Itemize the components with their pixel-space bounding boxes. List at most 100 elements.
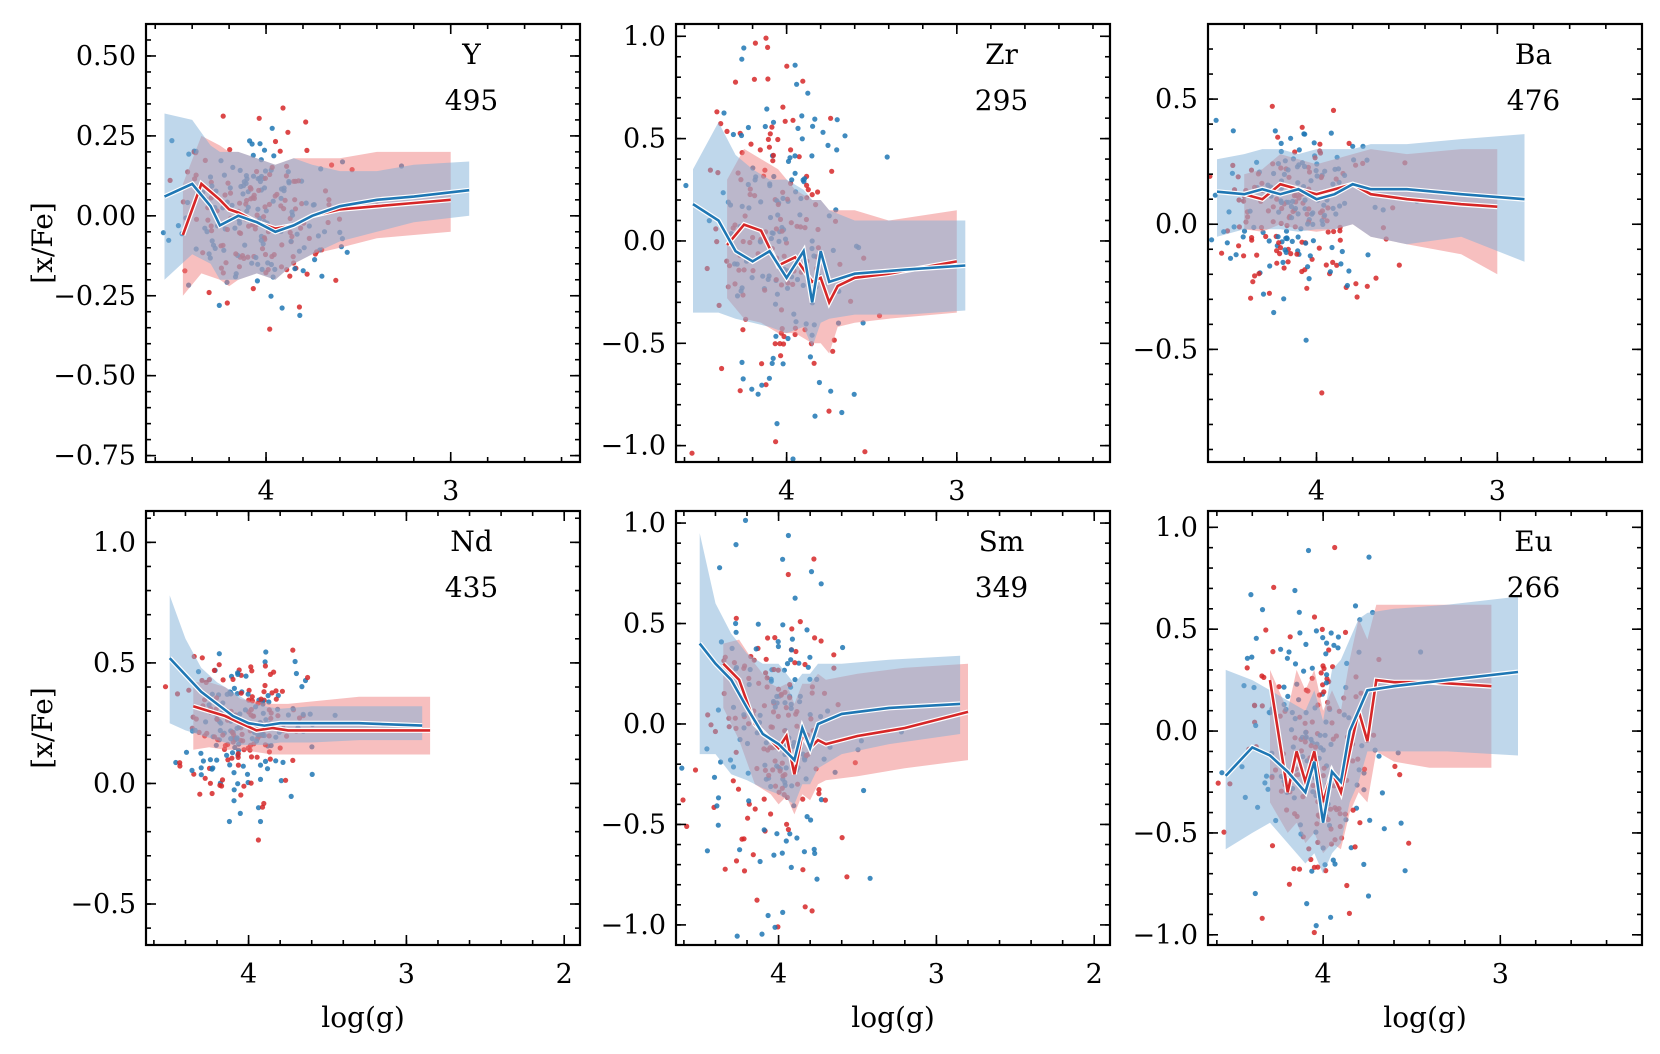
blue-scatter-point [292, 266, 298, 272]
red-scatter-point [1259, 915, 1265, 921]
blue-scatter-point [1320, 635, 1326, 641]
blue-scatter-point [812, 116, 818, 122]
red-scatter-point [1269, 843, 1276, 849]
blue-scatter-point [814, 876, 820, 882]
blue-scatter-point [779, 850, 785, 856]
red-scatter-point [830, 348, 836, 354]
y-tick-label: 1.0 [623, 21, 666, 52]
red-scatter-point [248, 664, 254, 670]
blue-scatter-point [812, 850, 818, 857]
blue-scatter-point [704, 848, 711, 854]
y-tick-label: −0.75 [53, 441, 136, 472]
blue-scatter-point [834, 147, 840, 153]
red-scatter-point [680, 797, 686, 803]
red-scatter-point [1324, 676, 1330, 682]
blue-scatter-point [799, 113, 805, 119]
blue-scatter-point [1209, 237, 1215, 243]
blue-scatter-point [1252, 890, 1258, 897]
blue-scatter-point [1296, 609, 1302, 615]
blue-scatter-point [1327, 269, 1333, 275]
blue-scatter-point [1302, 131, 1308, 137]
red-scatter-point [249, 668, 255, 674]
blue-scatter-point [200, 758, 206, 764]
blue-scatter-point [807, 354, 814, 360]
blue-scatter-point [280, 759, 286, 766]
blue-scatter-point [1352, 603, 1359, 609]
blue-scatter-point [804, 627, 810, 633]
blue-scatter-point [1281, 684, 1287, 690]
blue-scatter-point [1201, 189, 1206, 194]
blue-scatter-point [1289, 238, 1295, 244]
red-scatter-point [273, 688, 279, 694]
blue-scatter-point [765, 912, 771, 919]
red-scatter-point [216, 662, 222, 668]
red-scatter-point [287, 273, 293, 279]
y-tick-label: 0.50 [76, 41, 136, 72]
blue-scatter-point [1330, 857, 1336, 863]
blue-scatter-point [772, 924, 778, 930]
blue-scatter-point [1266, 238, 1272, 244]
red-scatter-point [789, 626, 795, 632]
red-scatter-point [1285, 259, 1291, 265]
blue-scatter-point [1311, 140, 1317, 146]
red-scatter-point [1263, 233, 1269, 240]
panel-nd: 1.0 0.5 0.0 −0.5 4 3 2 Nd 435 [x/Fe] log(g) [26, 509, 582, 1034]
blue-scatter-point [1285, 693, 1291, 700]
blue-scatter-point [245, 691, 251, 697]
red-scatter-point [759, 361, 765, 367]
red-scatter-point [1330, 259, 1336, 265]
blue-scatter-point [780, 909, 786, 916]
red-scatter-point [765, 635, 771, 641]
blue-scatter-point [214, 757, 220, 763]
blue-scatter-point [804, 814, 810, 820]
red-scatter-point [811, 556, 817, 562]
red-scatter-point [770, 152, 777, 158]
blue-scatter-point [1335, 634, 1341, 640]
blue-scatter-point [828, 388, 834, 394]
red-scatter-point [1353, 281, 1359, 287]
red-scatter-point [219, 783, 225, 789]
blue-scatter-point [789, 177, 795, 183]
red-scatter-point [1319, 626, 1325, 633]
element-label: Zr [985, 38, 1018, 71]
blue-scatter-point [1381, 826, 1387, 832]
blue-scatter-point [1278, 140, 1284, 146]
red-scatter-point [1271, 584, 1277, 591]
element-label: Sm [979, 525, 1025, 558]
blue-scatter-point [785, 335, 791, 342]
red-scatter-point [1321, 665, 1327, 672]
red-median-line [1268, 678, 1492, 803]
red-scatter-point [162, 684, 169, 690]
blue-scatter-point [851, 391, 857, 397]
y-tick-label: 1.0 [93, 527, 136, 558]
x-tick-label: 4 [257, 476, 274, 507]
red-scatter-point [220, 113, 226, 119]
red-scatter-point [826, 408, 832, 414]
red-median-line [1243, 182, 1498, 208]
blue-median-line [698, 642, 961, 763]
red-scatter-point [1346, 910, 1352, 917]
blue-scatter-point [755, 391, 761, 397]
blue-scatter-point [1365, 893, 1372, 899]
axes-frame [144, 22, 582, 464]
red-scatter-point [839, 835, 845, 841]
red-scatter-point [809, 908, 815, 914]
red-scatter-point [773, 439, 779, 445]
red-scatter-point [714, 109, 720, 115]
blue-scatter-point [1286, 649, 1292, 655]
red-scatter-point [1373, 275, 1379, 281]
red-scatter-point [772, 341, 778, 347]
blue-scatter-point [741, 45, 747, 51]
blue-scatter-point [1309, 868, 1315, 874]
blue-scatter-point [867, 875, 873, 881]
red-scatter-point [290, 647, 296, 653]
red-scatter-point [1316, 245, 1322, 251]
blue-scatter-point [1212, 192, 1218, 198]
red-scatter-point [765, 136, 772, 142]
y-tick-label: −0.5 [1132, 818, 1198, 849]
star-count-label: 476 [1507, 84, 1560, 117]
star-count-label: 295 [975, 84, 1028, 117]
blue-scatter-point [1227, 255, 1234, 261]
plot-area [679, 517, 969, 939]
red-scatter-point [1299, 124, 1305, 130]
